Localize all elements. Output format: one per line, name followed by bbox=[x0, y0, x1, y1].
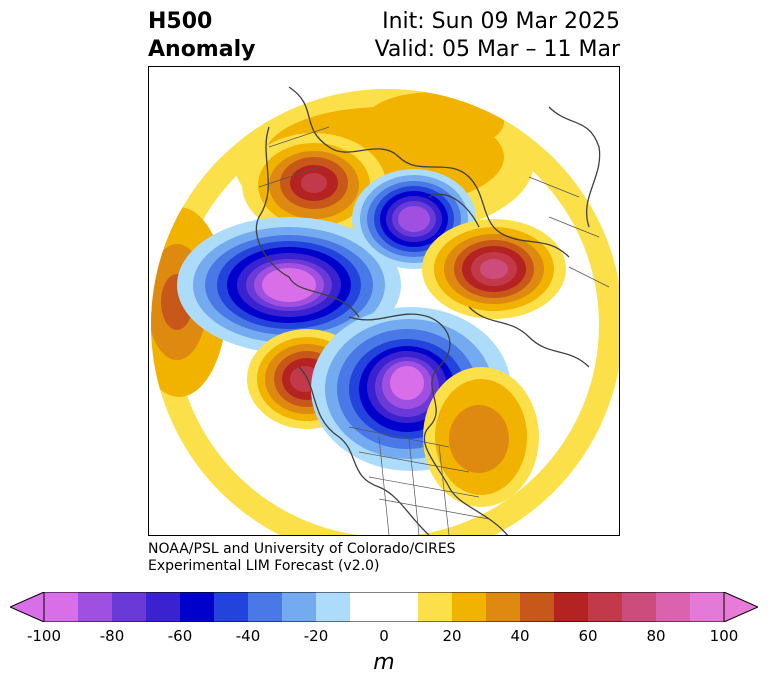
colorbar-cell bbox=[452, 592, 487, 622]
colorbar bbox=[10, 592, 758, 622]
colorbar-tick-label: 100 bbox=[709, 627, 739, 645]
unit-label: m bbox=[373, 650, 395, 675]
colorbar-tick-label: -100 bbox=[26, 627, 62, 645]
forecast-dates: Init: Sun 09 Mar 2025 Valid: 05 Mar – 11… bbox=[375, 8, 620, 64]
ridge-europe bbox=[242, 133, 386, 237]
chart-title: H500 Anomaly bbox=[148, 8, 255, 64]
anomaly-map bbox=[148, 66, 620, 536]
colorbar-outline bbox=[43, 592, 725, 622]
anomaly-contours bbox=[151, 89, 619, 535]
colorbar-cells bbox=[44, 592, 725, 622]
colorbar-cell bbox=[520, 592, 555, 622]
colorbar-cell bbox=[384, 592, 419, 622]
init-date: Init: Sun 09 Mar 2025 bbox=[382, 9, 620, 34]
credit-line2: Experimental LIM Forecast (v2.0) bbox=[148, 558, 380, 574]
colorbar-cell bbox=[282, 592, 317, 622]
colorbar-cell bbox=[78, 592, 113, 622]
colorbar-cell bbox=[690, 592, 725, 622]
colorbar-cell bbox=[656, 592, 691, 622]
anomaly-map-svg bbox=[151, 86, 619, 535]
colorbar-tick-label: 60 bbox=[578, 627, 598, 645]
colorbar-over-arrow bbox=[723, 592, 758, 622]
colorbar-tick-label: -80 bbox=[99, 627, 125, 645]
colorbar-under-arrow bbox=[10, 592, 45, 622]
coastlines bbox=[255, 86, 601, 535]
credit-line1: NOAA/PSL and University of Colorado/CIRE… bbox=[148, 541, 456, 557]
colorbar-cell bbox=[316, 592, 351, 622]
colorbar-tick-label: 20 bbox=[442, 627, 462, 645]
credit-text: NOAA/PSL and University of Colorado/CIRE… bbox=[148, 541, 456, 575]
colorbar-tick-label: -20 bbox=[303, 627, 329, 645]
colorbar-cell bbox=[418, 592, 453, 622]
title-variable: H500 bbox=[148, 9, 213, 34]
colorbar-cell bbox=[350, 592, 385, 622]
valid-range: Valid: 05 Mar – 11 Mar bbox=[374, 37, 620, 62]
title-type: Anomaly bbox=[148, 37, 256, 62]
colorbar-cell bbox=[486, 592, 521, 622]
trough-asia bbox=[177, 217, 401, 353]
colorbar-tick-label: 40 bbox=[510, 627, 530, 645]
ridge-atlantic bbox=[422, 219, 566, 319]
colorbar-tick-label: 80 bbox=[646, 627, 666, 645]
colorbar-cell bbox=[146, 592, 181, 622]
colorbar-cell bbox=[214, 592, 249, 622]
colorbar-cell bbox=[248, 592, 283, 622]
colorbar-tick-label: -40 bbox=[235, 627, 261, 645]
colorbar-cell bbox=[112, 592, 147, 622]
colorbar-cell bbox=[180, 592, 215, 622]
colorbar-cell bbox=[44, 592, 79, 622]
colorbar-cell bbox=[588, 592, 623, 622]
colorbar-tick-label: -60 bbox=[167, 627, 193, 645]
political-borders bbox=[258, 126, 610, 535]
ridge-w-atlantic bbox=[423, 367, 539, 507]
trough-arctic bbox=[352, 169, 476, 269]
colorbar-tick-label: 0 bbox=[379, 627, 389, 645]
colorbar-cell bbox=[554, 592, 589, 622]
colorbar-cell bbox=[622, 592, 657, 622]
